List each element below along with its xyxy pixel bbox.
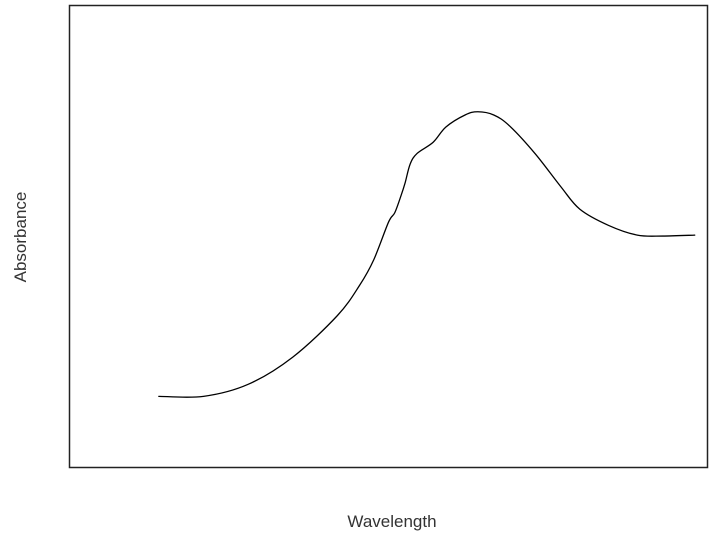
series-line-0 <box>158 111 696 398</box>
series-layer <box>158 111 696 398</box>
x-axis-label: Wavelength <box>347 512 436 531</box>
plot-area-frame <box>68 4 709 469</box>
y-axis-label: Absorbance <box>11 192 30 283</box>
